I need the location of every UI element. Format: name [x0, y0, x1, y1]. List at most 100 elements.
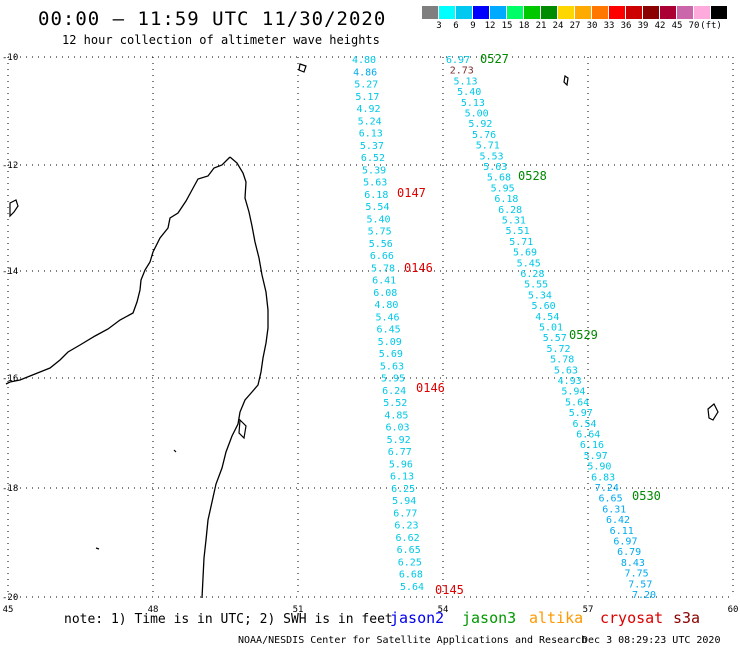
swh-value: 6.13 [359, 129, 383, 140]
swh-value: 6.31 [602, 504, 626, 515]
swh-value: 5.34 [528, 290, 552, 301]
credit-timestamp: Dec 3 08:29:23 UTC 2020 [582, 635, 721, 646]
swh-value: 6.24 [382, 386, 406, 397]
wave-height-colorbar [422, 6, 728, 19]
swh-value: 5.45 [517, 258, 541, 269]
swh-value: 5.63 [483, 162, 507, 173]
colorbar-label: 9 [470, 21, 476, 31]
swh-value: 5.27 [354, 80, 378, 91]
swh-value: 5.68 [487, 173, 511, 184]
swh-value: 5.54 [365, 202, 389, 213]
swh-value: 6.65 [599, 494, 623, 505]
swh-value: 6.18 [364, 190, 388, 201]
colorbar-label: 39 [637, 21, 649, 31]
swh-value: 4.54 [535, 312, 559, 323]
swh-value: 5.63 [380, 361, 404, 372]
colorbar-swatch [541, 6, 558, 19]
swh-value: 6.13 [390, 472, 414, 483]
swh-value: 5.57 [543, 333, 567, 344]
longitude-label: 51 [293, 605, 304, 615]
swh-value: 5.46 [375, 312, 399, 323]
swh-value: 5.75 [368, 227, 392, 238]
swh-value: 5.17 [355, 92, 379, 103]
footnote: note: 1) Time is in UTC; 2) SWH is in fe… [64, 612, 393, 627]
swh-value: 6.64 [576, 430, 600, 441]
swh-value: 6.42 [606, 515, 630, 526]
colorbar-swatch [643, 6, 660, 19]
swh-value: 5.71 [476, 141, 500, 152]
latitude-label: -18 [2, 484, 18, 494]
swh-value: 5.51 [506, 226, 530, 237]
swh-value: 5.31 [502, 216, 526, 227]
latitude-label: -14 [2, 267, 18, 277]
swh-value: 5.37 [360, 141, 384, 152]
colorbar-label: 33 [603, 21, 615, 31]
swh-value: 5.92 [387, 435, 411, 446]
longitude-label: 54 [438, 605, 449, 615]
swh-value: 5.94 [561, 387, 585, 398]
swh-value: 5.78 [550, 355, 574, 366]
colorbar-label: 42 [654, 21, 666, 31]
swh-value: 6.23 [394, 521, 418, 532]
latitude-label: -10 [2, 53, 18, 63]
swh-value: 4.93 [558, 376, 582, 387]
swh-value: 5.90 [587, 462, 611, 473]
colorbar-swatch [524, 6, 541, 19]
colorbar-swatch [439, 6, 456, 19]
swh-value: 5.01 [539, 323, 563, 334]
swh-value: 6.62 [396, 533, 420, 544]
swh-value: 6.77 [393, 508, 417, 519]
swh-value: 5.69 [379, 349, 403, 360]
swh-value: 6.66 [370, 251, 394, 262]
swh-value: 5.24 [358, 116, 382, 127]
pass-time-labels: 0527 0528 0529 0530 0147 0146 0146 0145 [397, 52, 661, 597]
colorbar-label: 21 [535, 21, 547, 31]
colorbar-label: 45 [671, 21, 683, 31]
colorbar-swatch [507, 6, 524, 19]
colorbar-swatch [490, 6, 507, 19]
swh-value: 4.80 [374, 300, 398, 311]
colorbar-labels: 3 6 9 12 15 18 21 24 27 30 33 36 39 42 45 70 (ft) [422, 21, 740, 33]
colorbar-label: 30 [586, 21, 598, 31]
swh-value: 4.86 [353, 67, 377, 78]
swh-value: 6.28 [520, 269, 544, 280]
swh-value: 5.76 [472, 130, 496, 141]
swh-value: 7.24 [595, 483, 619, 494]
swh-value: 6.41 [372, 276, 396, 287]
satellite-jason2: jason2 [390, 609, 445, 627]
swh-value: 4.80 [352, 55, 376, 66]
colorbar-label: 36 [620, 21, 632, 31]
pass-time-label: 0530 [632, 489, 661, 503]
madagascar-coastline [5, 156, 269, 599]
swh-value: 5.97 [584, 451, 608, 462]
colorbar-label: 27 [569, 21, 581, 31]
colorbar-swatch [558, 6, 575, 19]
swh-value: 6.11 [610, 526, 634, 537]
swh-value: 6.77 [388, 447, 412, 458]
swh-value: 7.20 [632, 590, 656, 601]
swh-value: 5.56 [369, 239, 393, 250]
swh-value: 6.97 [446, 55, 470, 66]
pass-time-label: 0528 [518, 169, 547, 183]
colorbar-swatch [473, 6, 490, 19]
swh-value: 6.68 [399, 570, 423, 581]
longitude-label: 45 [3, 605, 14, 615]
latitude-label: -16 [2, 374, 18, 384]
colorbar-swatch [422, 6, 439, 19]
swh-value: 5.53 [479, 151, 503, 162]
map-title: 00:00 – 11:59 UTC 11/30/2020 [38, 8, 387, 30]
swh-value: 5.92 [468, 119, 492, 130]
colorbar-label: 6 [453, 21, 459, 31]
swh-value: 6.16 [580, 440, 604, 451]
pass-time-label: 0529 [569, 328, 598, 342]
swh-value: 6.03 [385, 423, 409, 434]
swh-value: 5.55 [524, 280, 548, 291]
pass-time-label: 0145 [435, 583, 464, 597]
swh-value: 5.95 [381, 374, 405, 385]
swh-value: 5.95 [491, 183, 515, 194]
colorbar-swatch [677, 6, 694, 19]
colorbar-label: 15 [501, 21, 513, 31]
swh-value: 5.71 [509, 237, 533, 248]
swh-value: 7.75 [625, 569, 649, 580]
